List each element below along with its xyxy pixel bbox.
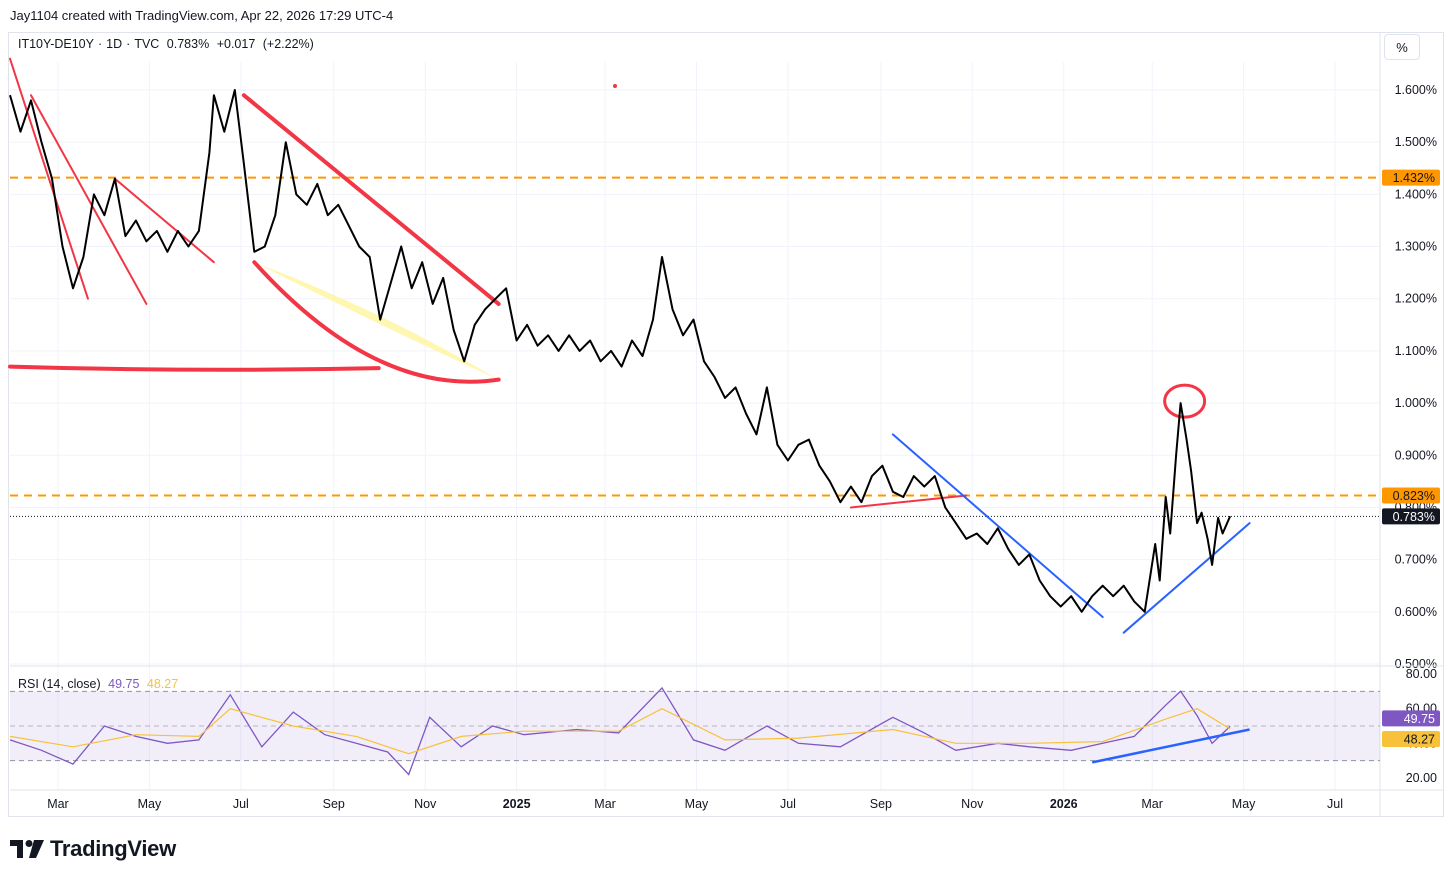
x-tick-label: Mar — [594, 797, 616, 811]
x-tick-label: Mar — [1141, 797, 1163, 811]
rsi-series-line — [9, 686, 1231, 776]
tradingview-logo[interactable]: TradingView — [10, 836, 176, 862]
tradingview-logo-text: TradingView — [50, 836, 176, 861]
price-label-text: 1.432% — [1393, 171, 1435, 185]
x-tick-label: 2026 — [1050, 797, 1078, 811]
price-label-badge — [1382, 508, 1440, 525]
symbol-legend[interactable]: IT10Y-DE10Y · 1D · TVC 0.783% +0.017 (+2.22%… — [18, 37, 318, 51]
curve-drawing[interactable] — [8, 364, 381, 372]
y-tick-label: 0.500% — [1395, 657, 1437, 671]
x-tick-label: 2025 — [503, 797, 531, 811]
separator: · — [126, 37, 131, 51]
rsi-value: 49.75 — [108, 677, 140, 691]
wedge-upper-line[interactable] — [241, 93, 501, 306]
rsi-tick-label: 20.00 — [1406, 771, 1437, 785]
x-tick-label: Jul — [233, 797, 249, 811]
y-tick-label: 1.500% — [1395, 135, 1437, 149]
y-tick-label: 0.700% — [1395, 553, 1437, 567]
price-label-badge — [1382, 487, 1440, 504]
rsi-trendline-drawing[interactable] — [1091, 728, 1250, 764]
rsi-tick-label: 80.00 — [1406, 667, 1437, 681]
percent-scale-button[interactable]: % — [1384, 34, 1420, 60]
y-tick-label: 1.200% — [1395, 292, 1437, 306]
x-tick-label: Nov — [414, 797, 437, 811]
x-tick-label: Nov — [961, 797, 984, 811]
trendline-drawing[interactable] — [849, 494, 968, 509]
chart-frame — [8, 32, 1444, 817]
price-label-text: 0.783% — [1393, 510, 1435, 524]
separator: · — [97, 37, 103, 51]
highlight-circle-drawing[interactable] — [1163, 383, 1207, 419]
symbol-source: TVC — [134, 37, 160, 51]
x-tick-label: May — [138, 797, 162, 811]
x-tick-label: Jul — [1327, 797, 1343, 811]
wedge-fill — [254, 262, 499, 380]
tradingview-logo-icon — [10, 840, 44, 858]
rsi-label-text: 48.27 — [1404, 732, 1435, 746]
x-tick-label: Jul — [780, 797, 796, 811]
y-tick-label: 1.300% — [1395, 240, 1437, 254]
price-label-text: 0.823% — [1393, 489, 1435, 503]
trendline-drawing[interactable] — [29, 94, 148, 305]
y-tick-label: 1.400% — [1395, 187, 1437, 201]
x-tick-label: Sep — [870, 797, 892, 811]
symbol-change-pct: (+2.22%) — [262, 37, 314, 51]
y-tick-label: 0.600% — [1395, 605, 1437, 619]
rsi-label-text: 49.75 — [1404, 712, 1435, 726]
symbol-name: IT10Y-DE10Y — [18, 37, 94, 51]
chart-caption: Jay1104 created with TradingView.com, Ap… — [10, 8, 394, 23]
x-tick-label: Sep — [323, 797, 345, 811]
x-tick-label: May — [685, 797, 709, 811]
y-tick-label: 1.100% — [1395, 344, 1437, 358]
symbol-interval: 1D — [106, 37, 123, 51]
x-tick-label: May — [1232, 797, 1256, 811]
rsi-label-badge — [1382, 710, 1440, 727]
curve-drawing[interactable] — [252, 260, 501, 384]
symbol-last: 0.783% — [166, 37, 210, 51]
price-label-badge — [1382, 169, 1440, 186]
trendline-drawing[interactable] — [891, 433, 1104, 619]
rsi-title: RSI (14, close) — [18, 677, 101, 691]
rsi-ma-value: 48.27 — [146, 677, 179, 691]
x-tick-label: Mar — [47, 797, 69, 811]
trendline-drawing[interactable] — [1122, 522, 1251, 634]
trendline-drawing[interactable] — [9, 57, 89, 300]
y-tick-label: 1.600% — [1395, 83, 1437, 97]
trendline-drawing[interactable] — [113, 177, 215, 264]
symbol-change: +0.017 — [216, 37, 256, 51]
y-tick-label: 0.900% — [1395, 448, 1437, 462]
price-series-line — [9, 89, 1232, 613]
rsi-label-badge — [1382, 730, 1440, 747]
marker-dot — [613, 84, 617, 88]
rsi-legend[interactable]: RSI (14, close) 49.75 48.27 — [18, 677, 178, 691]
rsi-ma-series-line — [9, 708, 1231, 755]
y-tick-label: 1.000% — [1395, 396, 1437, 410]
